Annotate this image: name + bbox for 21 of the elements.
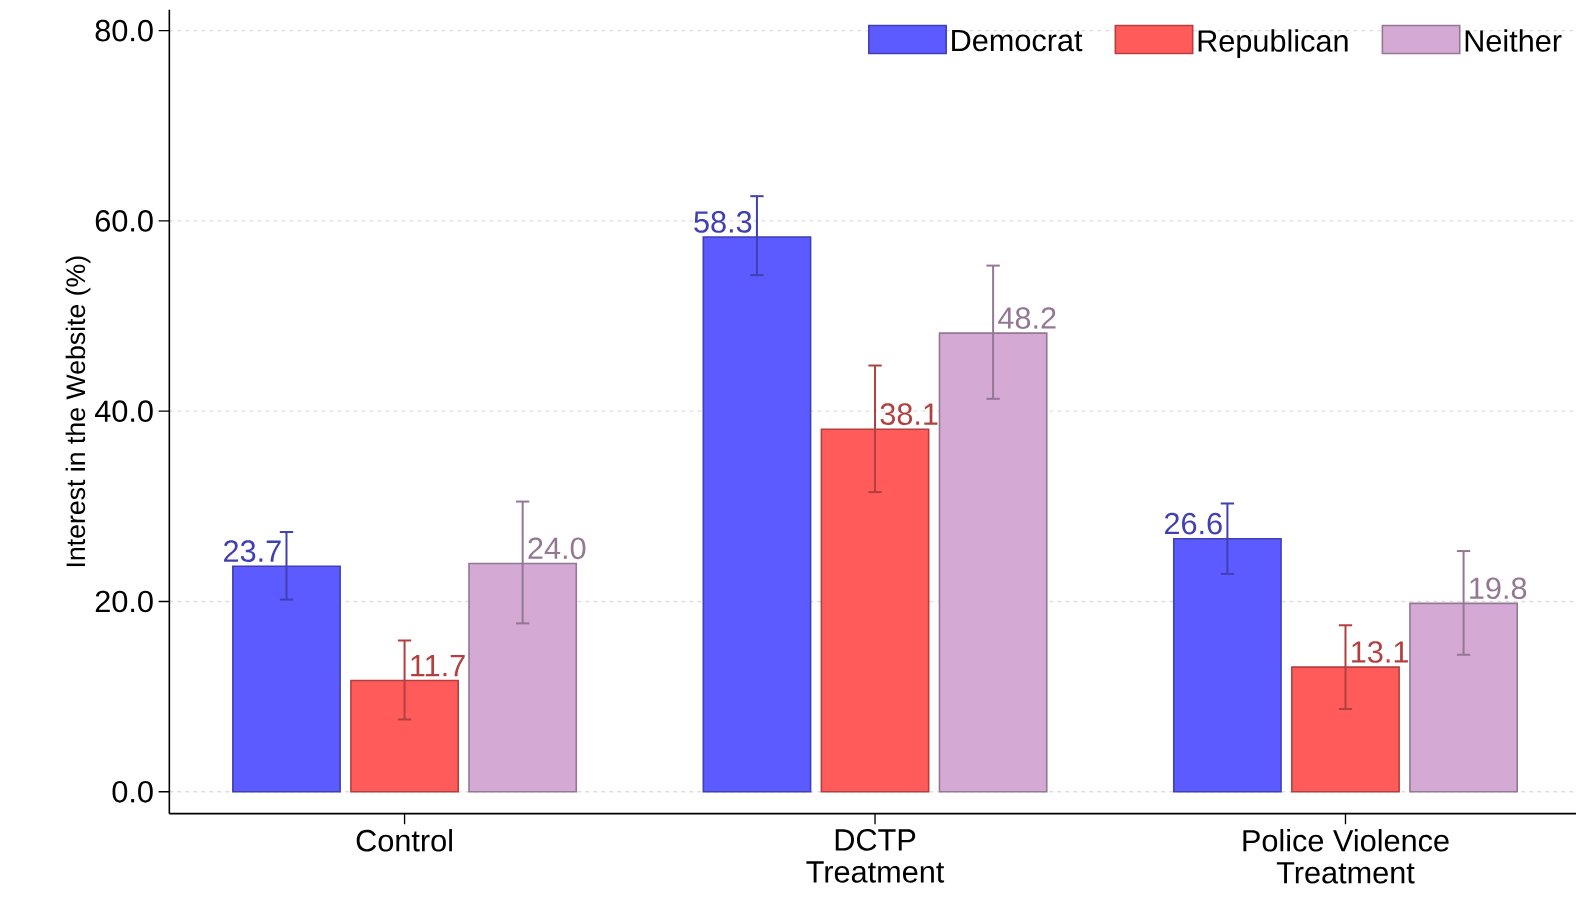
data-label: 58.3 [694, 211, 752, 233]
legend-label: Republican [1198, 29, 1348, 58]
legend-label: Democrat [952, 29, 1083, 52]
data-label: 38.1 [880, 403, 938, 425]
x-tick-label: Control [356, 829, 452, 852]
x-tick-label: Police Violence Treatment [1243, 829, 1449, 884]
data-label: 13.1 [1352, 641, 1408, 663]
legend-label: Neither [1465, 29, 1562, 52]
y-tick-label: 40.0 [94, 400, 153, 423]
y-tick-label: 20.0 [95, 590, 153, 613]
data-label: 26.6 [1165, 512, 1222, 535]
y-tick-label: 80.0 [95, 19, 153, 42]
data-label: 24.0 [528, 537, 586, 560]
data-label: 23.7 [224, 540, 281, 563]
data-label: 19.8 [1470, 577, 1527, 600]
data-label: 48.2 [998, 307, 1056, 329]
y-tick-label: 0.0 [112, 780, 153, 803]
y-tick-label: 60.0 [95, 210, 153, 232]
x-tick-label: DCTP Treatment [806, 829, 945, 883]
data-label: 11.7 [411, 655, 465, 677]
y-axis-title: Interest in the Website (%) [65, 256, 91, 567]
